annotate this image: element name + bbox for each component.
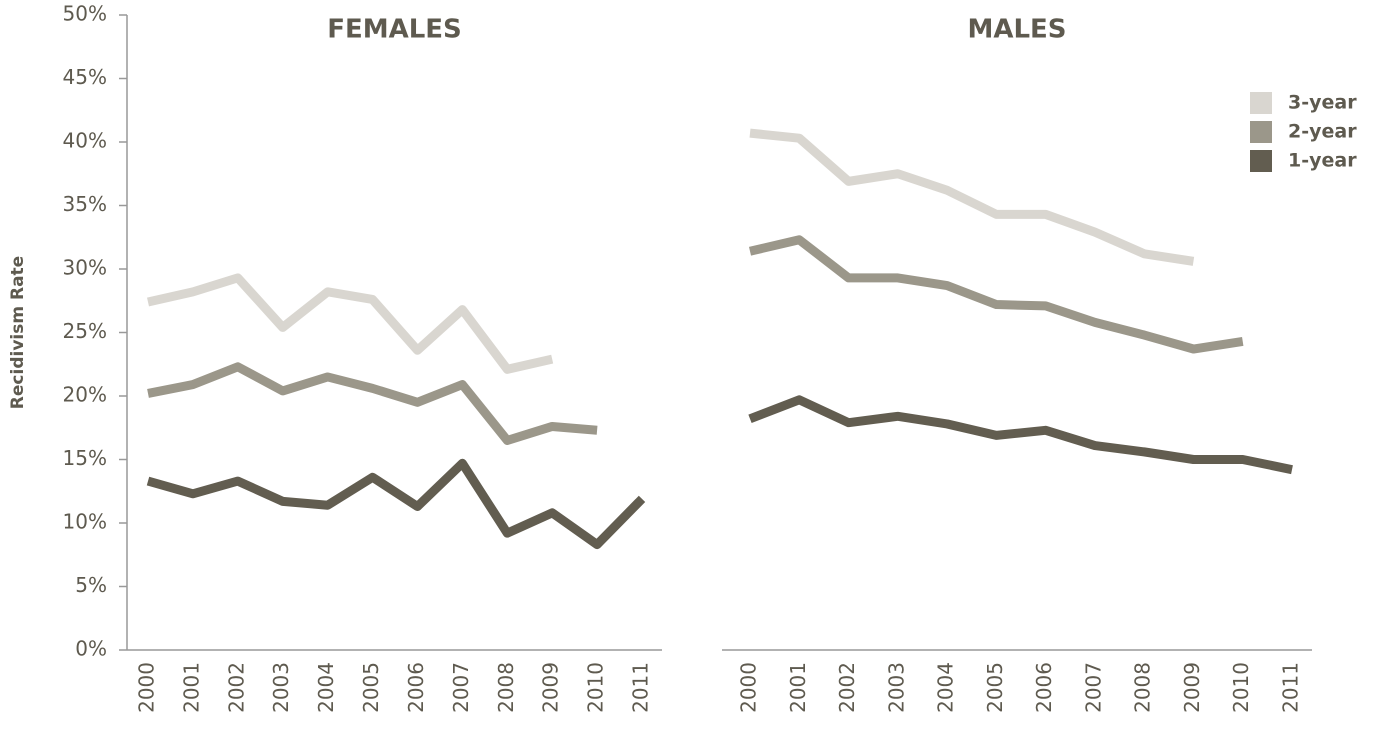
series-line (146, 458, 646, 550)
legend-swatch (1250, 150, 1272, 172)
x-tick-label: 2006 (404, 662, 428, 713)
x-tick-label: 2007 (1081, 662, 1105, 713)
y-tick-label: 30% (63, 256, 107, 280)
series-line (748, 395, 1293, 475)
x-tick-label: 2002 (835, 662, 859, 713)
y-tick-label: 15% (63, 446, 107, 470)
x-tick-label: 2008 (494, 662, 518, 713)
x-tick-label: 2011 (1279, 662, 1303, 713)
x-tick-label: 2009 (539, 662, 563, 713)
y-tick-label: 35% (63, 192, 107, 216)
y-tick-label: 40% (63, 129, 107, 153)
x-tick-label: 2000 (135, 662, 159, 713)
x-tick-label: 2002 (224, 662, 248, 713)
x-tick-label: 2003 (884, 662, 908, 713)
series-line (147, 273, 554, 374)
x-tick-label: 2007 (449, 662, 473, 713)
y-tick-label: 50% (63, 2, 107, 26)
y-tick-label: 5% (75, 573, 107, 597)
y-tick-label: 10% (63, 510, 107, 534)
x-tick-label: 2009 (1180, 662, 1204, 713)
x-tick-label: 2001 (179, 662, 203, 713)
x-tick-label: 2004 (934, 662, 958, 713)
legend-label: 3-year (1288, 92, 1357, 114)
x-tick-label: 2005 (359, 662, 383, 713)
legend-label: 2-year (1288, 121, 1357, 143)
x-tick-label: 2008 (1131, 662, 1155, 713)
legend-label: 1-year (1288, 150, 1357, 172)
y-tick-label: 45% (63, 65, 107, 89)
x-tick-label: 2005 (983, 662, 1007, 713)
x-tick-label: 2001 (786, 662, 810, 713)
y-tick-label: 25% (63, 319, 107, 343)
legend-swatch (1250, 121, 1272, 143)
series-line (749, 128, 1195, 266)
chart-title: FEMALES (327, 15, 462, 45)
chart-title: MALES (967, 15, 1066, 45)
y-axis-label: Recidivism Rate (8, 256, 28, 409)
y-tick-label: 0% (75, 637, 107, 661)
x-tick-label: 2003 (269, 662, 293, 713)
legend-swatch (1250, 92, 1272, 114)
x-tick-label: 2011 (629, 662, 653, 713)
series-line (147, 362, 598, 445)
x-tick-label: 2010 (1229, 662, 1253, 713)
series-line (748, 235, 1244, 354)
x-tick-label: 2006 (1032, 662, 1056, 713)
x-tick-label: 2000 (737, 662, 761, 713)
x-tick-label: 2010 (584, 662, 608, 713)
y-tick-label: 20% (63, 383, 107, 407)
x-tick-label: 2004 (314, 662, 338, 713)
